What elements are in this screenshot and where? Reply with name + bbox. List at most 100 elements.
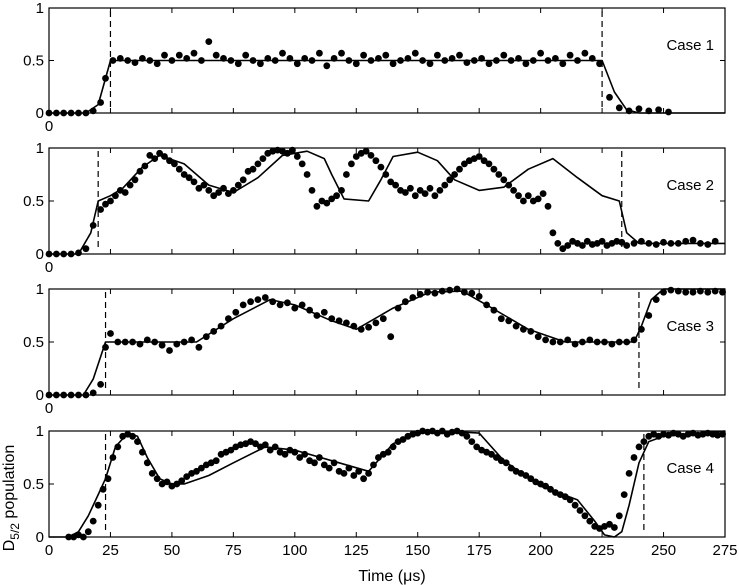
- data-point: [252, 440, 259, 448]
- y-tick-label: 0.5: [23, 53, 44, 70]
- fit-line: [49, 150, 725, 255]
- data-point: [544, 202, 552, 210]
- data-point: [168, 57, 176, 64]
- data-point: [505, 181, 513, 189]
- data-point: [384, 448, 392, 456]
- data-point: [175, 165, 183, 173]
- data-point: [456, 165, 463, 173]
- data-point: [151, 338, 159, 346]
- data-point: [249, 57, 257, 64]
- data-point: [205, 187, 213, 194]
- data-point: [254, 296, 262, 303]
- data-point: [330, 55, 338, 62]
- data-point: [234, 60, 242, 68]
- x-tick-label: 125: [344, 542, 369, 559]
- x-tick-label: 50: [164, 542, 181, 559]
- data-point: [345, 464, 353, 472]
- data-point: [473, 443, 481, 451]
- data-point: [549, 229, 557, 237]
- data-point: [82, 245, 90, 253]
- data-point: [660, 238, 667, 246]
- data-point: [529, 57, 537, 64]
- data-point: [141, 162, 149, 170]
- data-point: [497, 315, 505, 323]
- data-point: [611, 524, 618, 531]
- data-point: [588, 55, 596, 62]
- data-point: [82, 391, 90, 399]
- data-point: [655, 106, 662, 114]
- data-point: [542, 482, 549, 490]
- x-origin-label: 0: [45, 259, 53, 276]
- data-point: [404, 55, 412, 62]
- data-point: [188, 336, 196, 344]
- data-point: [630, 336, 638, 344]
- data-point: [94, 501, 102, 509]
- data-point: [375, 454, 382, 461]
- data-point: [424, 288, 431, 296]
- data-point: [544, 57, 552, 64]
- data-point: [559, 245, 567, 253]
- data-point: [367, 57, 375, 64]
- data-point: [711, 237, 719, 245]
- data-point: [596, 60, 603, 68]
- data-point: [638, 325, 645, 333]
- data-point: [220, 55, 227, 62]
- data-point: [343, 319, 350, 327]
- data-point: [660, 288, 667, 296]
- data-point: [515, 55, 522, 62]
- data-point: [323, 62, 331, 70]
- x-tick-label: 275: [712, 542, 737, 559]
- x-axis-label: Time (μs): [358, 568, 425, 585]
- data-point: [284, 149, 291, 157]
- data-point: [652, 296, 660, 303]
- data-point: [298, 301, 306, 309]
- data-point: [212, 51, 220, 59]
- data-point: [313, 202, 321, 210]
- data-point: [308, 187, 316, 194]
- data-point: [586, 517, 594, 525]
- data-point: [697, 240, 704, 247]
- panel-case-4: 0 0.5 1 0 25 50 75 100 125 150 175 200 225 250 275 Case…: [23, 423, 737, 559]
- data-point: [537, 49, 544, 57]
- data-point: [148, 470, 156, 477]
- data-point: [500, 51, 508, 59]
- data-point: [139, 55, 146, 62]
- data-point: [338, 187, 345, 194]
- data-point: [75, 249, 82, 257]
- data-point: [559, 60, 567, 68]
- data-point: [674, 240, 682, 247]
- data-point: [227, 446, 235, 454]
- data-point: [306, 306, 313, 314]
- data-point: [89, 107, 97, 115]
- case-label: Case 1: [666, 37, 714, 54]
- data-point: [281, 450, 289, 458]
- fit-line: [49, 430, 726, 538]
- x-tick-label: 75: [225, 542, 242, 559]
- data-point: [446, 286, 454, 294]
- data-point: [217, 322, 225, 330]
- data-point: [360, 475, 367, 483]
- data-point: [379, 315, 387, 323]
- data-point: [124, 57, 132, 64]
- data-point: [446, 176, 454, 184]
- data-point: [338, 49, 345, 57]
- data-point: [153, 475, 161, 483]
- data-point: [667, 286, 675, 294]
- data-point: [561, 493, 569, 501]
- data-point: [296, 454, 304, 461]
- data-point: [328, 315, 336, 323]
- data-point: [387, 178, 395, 186]
- data-point: [257, 60, 264, 68]
- data-point: [370, 461, 377, 469]
- data-point: [377, 163, 385, 171]
- data-point: [173, 340, 181, 348]
- data-point: [136, 167, 144, 175]
- data-point: [387, 333, 395, 341]
- data-point: [254, 160, 262, 168]
- data-point: [426, 184, 434, 192]
- data-point: [522, 60, 530, 68]
- data-point: [65, 533, 73, 541]
- plot-frame: [48, 430, 726, 538]
- data-point: [80, 533, 87, 541]
